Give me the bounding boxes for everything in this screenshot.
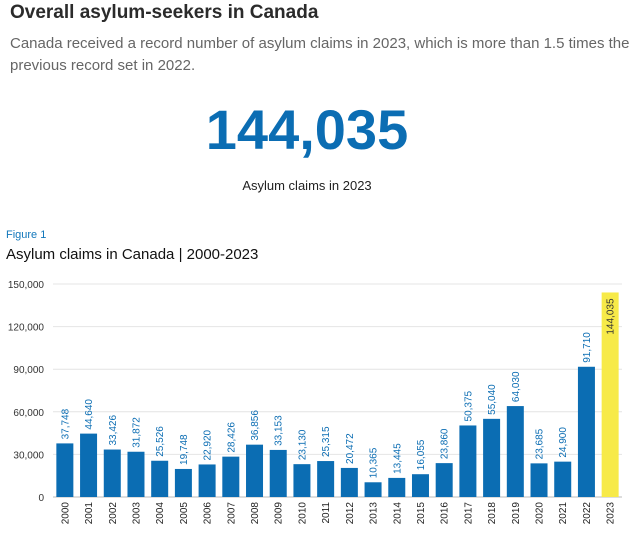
y-tick-label: 0: [38, 493, 44, 504]
bar: [246, 444, 264, 497]
bar: [554, 461, 572, 497]
bar: [459, 425, 477, 497]
x-tick-label: 2018: [487, 502, 498, 525]
data-label: 10,365: [369, 447, 380, 478]
page-title: Overall asylum-seekers in Canada: [10, 2, 319, 23]
x-tick-label: 2002: [108, 502, 119, 525]
bar: [506, 406, 524, 497]
x-tick-label: 2014: [392, 502, 403, 525]
data-label: 28,426: [226, 422, 237, 453]
x-tick-label: 2011: [321, 502, 332, 524]
bar: [198, 464, 216, 497]
bar: [411, 474, 429, 497]
bar: [269, 449, 287, 497]
chart-title: Asylum claims in Canada | 2000-2023: [6, 246, 259, 263]
x-tick-label: 2007: [226, 502, 237, 525]
bar: [435, 463, 453, 497]
y-tick-label: 60,000: [13, 408, 44, 419]
data-label: 16,055: [416, 439, 427, 470]
bar: [127, 451, 145, 497]
bar: [601, 292, 619, 497]
x-tick-label: 2013: [369, 502, 380, 525]
data-label: 44,640: [84, 399, 95, 430]
y-tick-label: 120,000: [8, 323, 45, 334]
data-label: 25,526: [155, 426, 166, 457]
data-label: 13,445: [392, 443, 403, 474]
intro-text: Canada received a record number of asylu…: [10, 35, 630, 74]
bar: [483, 418, 501, 497]
bar: [577, 366, 595, 497]
bar: [530, 463, 548, 497]
bar: [364, 482, 382, 497]
headline-number: 144,035: [205, 98, 409, 161]
bar: [80, 433, 98, 497]
x-tick-label: 2020: [535, 502, 546, 525]
data-label: 64,030: [511, 371, 522, 402]
x-tick-label: 2003: [131, 502, 142, 525]
x-tick-label: 2005: [179, 502, 190, 525]
data-label: 23,860: [440, 428, 451, 459]
data-label: 91,710: [582, 332, 593, 363]
figure-label: Figure 1: [6, 229, 47, 241]
x-tick-label: 2010: [297, 502, 308, 525]
x-tick-label: 2015: [416, 502, 427, 525]
bar: [103, 449, 121, 497]
bar: [222, 456, 240, 497]
data-label: 144,035: [606, 298, 617, 335]
data-label: 55,040: [487, 384, 498, 415]
x-tick-label: 2016: [440, 502, 451, 525]
x-tick-label: 2022: [582, 502, 593, 525]
bar: [317, 461, 335, 497]
y-tick-label: 150,000: [8, 280, 45, 291]
x-tick-label: 2019: [511, 502, 522, 525]
x-tick-label: 2021: [558, 502, 569, 525]
data-label: 23,685: [535, 428, 546, 459]
x-tick-label: 2009: [274, 502, 285, 525]
y-tick-label: 90,000: [13, 365, 44, 376]
bar: [174, 468, 192, 497]
data-label: 24,900: [558, 427, 569, 458]
x-tick-label: 2001: [84, 502, 95, 525]
x-tick-label: 2000: [60, 502, 71, 525]
bar: [293, 464, 311, 497]
bar: [56, 443, 74, 497]
bar: [151, 460, 169, 497]
data-label: 36,856: [250, 410, 261, 441]
data-label: 25,315: [321, 426, 332, 457]
x-tick-label: 2008: [250, 502, 261, 525]
x-tick-label: 2004: [155, 502, 166, 525]
data-label: 33,426: [108, 415, 119, 446]
y-tick-label: 30,000: [13, 450, 44, 461]
bar-chart: 0 30,000 60,000 90,000 120,000 150,000 37,748 2…: [8, 280, 622, 525]
data-label: 50,375: [463, 390, 474, 421]
headline-caption: Asylum claims in 2023: [242, 178, 372, 193]
data-label: 19,748: [179, 434, 190, 465]
data-label: 20,472: [345, 433, 356, 464]
data-label: 31,872: [131, 417, 142, 448]
bar: [388, 477, 406, 497]
bar: [340, 467, 358, 497]
data-label: 37,748: [60, 408, 71, 439]
x-tick-label: 2012: [345, 502, 356, 525]
x-tick-label: 2006: [203, 502, 214, 525]
data-label: 33,153: [274, 415, 285, 446]
x-tick-label: 2023: [606, 502, 617, 525]
x-tick-label: 2017: [463, 502, 474, 525]
data-label: 22,920: [203, 429, 214, 460]
data-label: 23,130: [297, 429, 308, 460]
